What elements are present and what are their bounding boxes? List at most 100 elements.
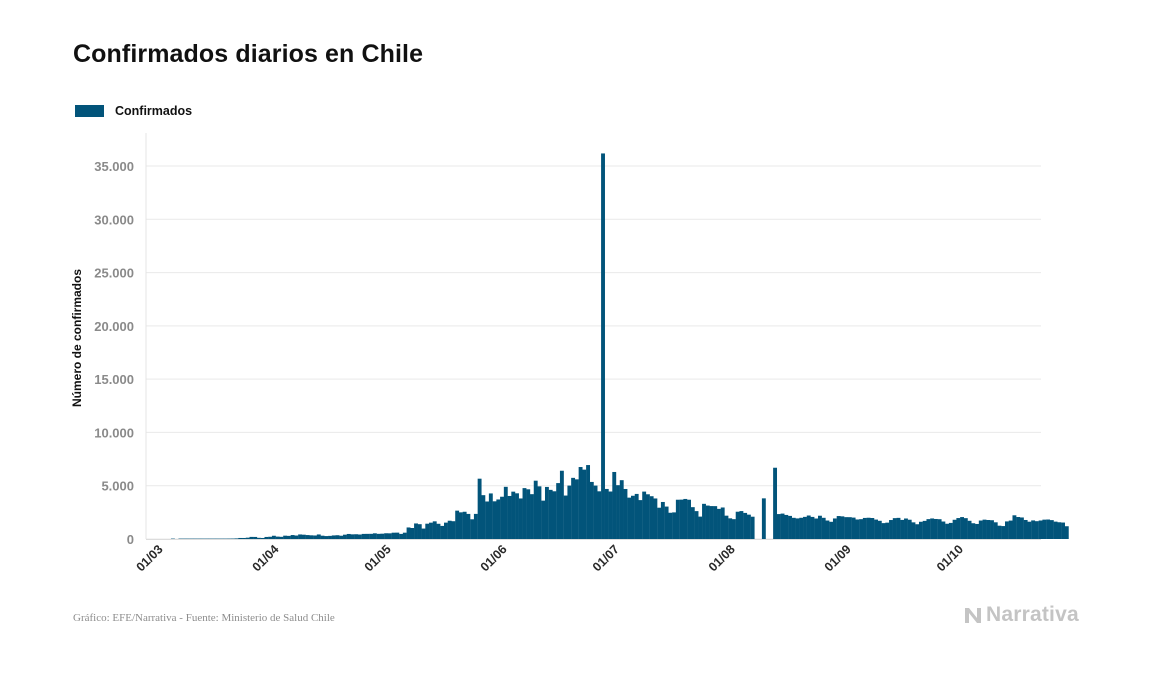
bar (526, 489, 531, 539)
bar (1061, 522, 1065, 539)
bar (702, 503, 706, 539)
bar (488, 493, 493, 539)
bar (417, 524, 422, 539)
bar (440, 525, 445, 539)
bar (1038, 520, 1043, 539)
bar (320, 535, 325, 539)
bar (660, 501, 665, 539)
bar (960, 517, 965, 539)
bar (335, 535, 340, 539)
bar (260, 537, 265, 539)
bar (455, 510, 460, 539)
bar (589, 481, 594, 539)
bar (593, 485, 598, 539)
bar (316, 534, 321, 539)
bar (1027, 521, 1032, 539)
bar (601, 153, 605, 539)
bar (634, 493, 639, 539)
bar (604, 488, 609, 539)
bar (915, 524, 920, 539)
bar (354, 534, 359, 539)
source-credit: Gráfico: EFE/Narrativa - Fuente: Ministe… (73, 612, 335, 624)
x-tick-label: 01/04 (250, 542, 282, 574)
bar (242, 537, 246, 539)
bar (556, 483, 561, 539)
bar (466, 513, 471, 539)
bar (963, 518, 968, 539)
bar (268, 536, 273, 539)
bar (485, 501, 490, 539)
bar (410, 528, 415, 539)
bar (1042, 519, 1047, 539)
bar (825, 520, 830, 539)
bar (851, 517, 856, 539)
bar (515, 493, 519, 539)
bar (533, 480, 538, 539)
bar (773, 467, 778, 539)
bar (324, 536, 329, 539)
bar (874, 519, 878, 539)
bar (447, 520, 452, 539)
bar (402, 532, 407, 539)
bar (436, 523, 441, 539)
bar (896, 517, 901, 539)
bar (978, 520, 983, 539)
y-axis-ticks: 0 5.000 10.000 15.000 20.000 25.000 30.000 35.0… (94, 159, 134, 547)
bar (559, 470, 564, 539)
bar (885, 522, 890, 539)
bar (376, 533, 381, 539)
bar (612, 471, 617, 539)
bar (301, 534, 306, 539)
bar (616, 485, 620, 539)
bar (365, 533, 370, 539)
bar (788, 515, 792, 539)
bar (889, 520, 893, 539)
bar (286, 535, 291, 539)
y-tick-label: 10.000 (94, 425, 134, 440)
bar (271, 535, 276, 539)
bar (806, 515, 811, 539)
bar (724, 515, 729, 539)
bar (971, 523, 976, 539)
bar (672, 512, 677, 539)
x-tick-label: 01/09 (822, 542, 854, 574)
bar (384, 533, 389, 539)
x-tick-label: 01/08 (706, 542, 738, 574)
bar (1016, 517, 1021, 539)
gridlines (145, 133, 1041, 540)
bar (829, 521, 834, 539)
bar (477, 478, 482, 539)
bar (305, 535, 310, 539)
x-tick-label: 01/06 (478, 542, 510, 574)
bar (1053, 521, 1058, 539)
bar (298, 534, 303, 539)
bar (1001, 526, 1006, 539)
bar (836, 516, 841, 539)
bar (679, 499, 684, 539)
bar (425, 523, 430, 539)
bar (990, 520, 994, 539)
bar (331, 535, 336, 539)
bar (481, 495, 486, 539)
bar (948, 522, 953, 539)
bar (937, 519, 942, 539)
x-tick-label: 01/07 (590, 542, 622, 574)
bar (952, 519, 957, 539)
bar (257, 537, 261, 539)
bar (387, 533, 392, 539)
bar (432, 521, 437, 539)
bar (993, 522, 998, 539)
bar (1031, 520, 1036, 539)
bar (309, 535, 314, 539)
bars (170, 153, 1069, 539)
bar (642, 491, 647, 539)
bar (623, 488, 628, 539)
bar (631, 495, 635, 539)
bar (791, 517, 796, 539)
bar (544, 486, 549, 539)
bar (922, 520, 927, 539)
bar (780, 513, 785, 539)
bar (500, 496, 504, 539)
bar (821, 517, 826, 539)
bar (470, 519, 475, 539)
